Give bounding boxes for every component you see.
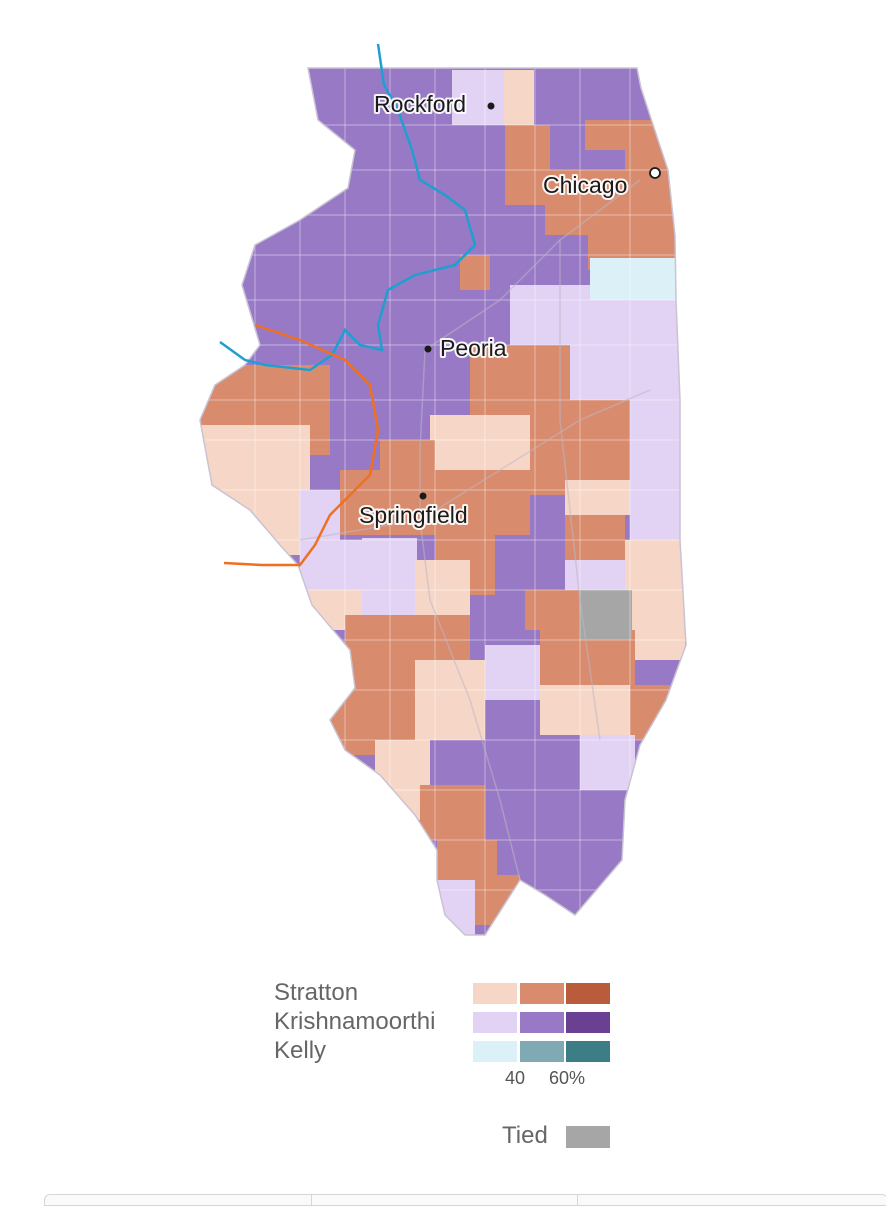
map-legend: Stratton Krishnamoorthi Kelly [274, 980, 634, 1090]
swatch-kelly-high [566, 1041, 610, 1062]
county-tied [580, 590, 632, 640]
legend-row-krishnamoorthi: Krishnamoorthi [274, 1009, 614, 1035]
city-label: Chicago [543, 172, 627, 198]
illinois-county-map: Rockford Chicago Peoria Springfield [199, 43, 687, 936]
swatch-krishnamoorthi-mid [520, 1012, 564, 1033]
swatch-kelly-mid [520, 1041, 564, 1062]
county-boone-winnebago-area [452, 70, 504, 125]
city-label: Springfield [359, 502, 468, 528]
swatch-krishnamoorthi-low [473, 1012, 517, 1033]
city-marker-dot [419, 492, 427, 500]
legend-label-stratton: Stratton [274, 979, 359, 1006]
bottom-tab-bar [44, 1194, 886, 1206]
swatch-stratton-mid [520, 983, 564, 1004]
legend-label-tied: Tied [502, 1122, 548, 1149]
legend-label-kelly: Kelly [274, 1037, 327, 1064]
city-label: Rockford [374, 91, 466, 117]
legend-row-stratton: Stratton [274, 980, 614, 1006]
city-chicago: Chicago [541, 167, 661, 200]
city-marker-dot [424, 345, 432, 353]
legend-row-kelly: Kelly [274, 1038, 614, 1064]
city-peoria: Peoria [424, 333, 509, 363]
city-label: Peoria [440, 335, 507, 361]
legend-tick-60: 60% [549, 1068, 586, 1088]
legend-tick-40: 40 [505, 1068, 526, 1088]
swatch-tied [566, 1126, 610, 1148]
city-marker-circle [649, 167, 661, 179]
city-marker-dot [487, 102, 495, 110]
legend-label-krishnamoorthi: Krishnamoorthi [274, 1008, 436, 1035]
swatch-stratton-low [473, 983, 517, 1004]
swatch-stratton-high [566, 983, 610, 1004]
swatch-krishnamoorthi-high [566, 1012, 610, 1033]
blue-overlay-line [219, 43, 477, 372]
swatch-kelly-low [473, 1041, 517, 1062]
city-rockford: Rockford [372, 89, 495, 119]
city-springfield: Springfield [357, 492, 470, 530]
county-fill-layer [200, 68, 686, 935]
orange-overlay-line [223, 323, 380, 567]
